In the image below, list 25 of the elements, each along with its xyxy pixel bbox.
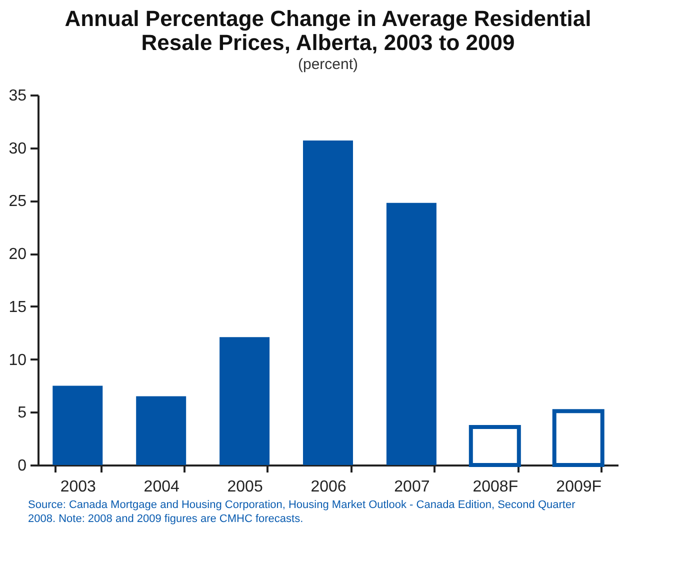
x-tick-label: 2008F bbox=[472, 478, 518, 496]
y-tick-label: 10 bbox=[8, 352, 27, 369]
text: 2008. Note: 2008 and 2009 figures are CMHC forecasts. bbox=[28, 513, 304, 525]
y-tick-label: 20 bbox=[8, 246, 27, 264]
y-tick-label: 35 bbox=[8, 88, 27, 104]
source-note: Source: Canada Mortgage and Housing Corporation, Housing Market Outlook - Canada Edition, Second Quarter bbox=[28, 499, 576, 511]
x-tick-label: 2009F bbox=[556, 478, 602, 496]
bar bbox=[52, 386, 103, 465]
x-tick-label: 2003 bbox=[60, 478, 96, 496]
y-tick-label: 5 bbox=[18, 404, 27, 422]
bar bbox=[136, 396, 186, 465]
y-tick-label: 30 bbox=[8, 140, 27, 158]
y-tick-label: 25 bbox=[8, 193, 27, 210]
y-tick-label: 0 bbox=[18, 458, 27, 474]
text: Resale Prices, Alberta, 2003 to 2009 bbox=[141, 30, 515, 55]
bar bbox=[220, 337, 270, 465]
x-tick-label: 2004 bbox=[144, 478, 180, 496]
x-tick-label: 2005 bbox=[227, 478, 263, 496]
text: Annual Percentage Change in Average Residential bbox=[64, 6, 592, 31]
bar bbox=[303, 140, 353, 465]
y-tick-label: 15 bbox=[8, 298, 27, 316]
chart-subtitle: (percent) bbox=[298, 56, 358, 73]
bar bbox=[386, 202, 436, 465]
x-tick-label: 2007 bbox=[394, 478, 430, 496]
x-tick-label: 2006 bbox=[310, 478, 346, 496]
